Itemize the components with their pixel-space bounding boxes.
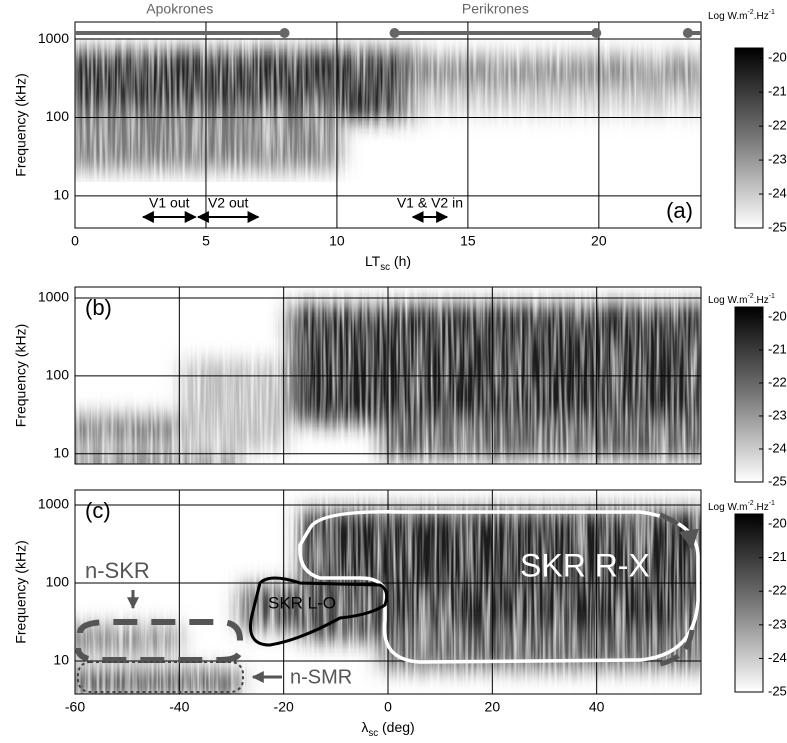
event-label: V1 & V2 in <box>397 195 463 211</box>
x-tick-label: 10 <box>329 233 345 249</box>
label-part: (h) <box>390 253 411 269</box>
y-tick-label: 1000 <box>38 30 69 46</box>
x-tick-label: -60 <box>65 699 85 715</box>
x-tick-label: -20 <box>274 699 294 715</box>
x-tick-label: 5 <box>202 233 210 249</box>
panel-label: (b) <box>85 295 112 320</box>
interval-end <box>682 28 693 38</box>
rotation-arrow <box>654 629 695 668</box>
interval-end <box>279 28 290 38</box>
x-tick-label: 15 <box>460 233 476 249</box>
interval-label: Perikrones <box>462 1 529 17</box>
y-axis-label: Frequency (kHz) <box>13 540 29 643</box>
interval-end <box>591 28 602 38</box>
x-tick-label: 40 <box>589 699 605 715</box>
label-part: Log W.m <box>708 295 747 306</box>
label-part: Log W.m <box>708 11 747 22</box>
interval-label: Apokrones <box>146 1 213 17</box>
y-tick-label: 1000 <box>38 496 69 512</box>
colorbar-title: Log W.m-2.Hz-1 <box>708 293 775 305</box>
x-tick-label: -40 <box>169 699 189 715</box>
annotation: n-SMR <box>290 666 352 688</box>
label-part: sc <box>368 728 378 738</box>
colorbar-tick-label: -20 <box>768 50 787 65</box>
label-part: -1 <box>769 9 775 16</box>
label-part: .Hz <box>754 295 769 306</box>
label-part: (deg) <box>378 719 415 735</box>
colorbar-tick-label: -23 <box>768 616 787 631</box>
colorbar <box>734 306 764 483</box>
interval-end <box>389 28 400 38</box>
label-part: -1 <box>769 500 775 507</box>
label-part: -2 <box>747 9 753 16</box>
colorbar-tick-label: -22 <box>768 118 787 133</box>
y-tick-label: 100 <box>46 367 70 383</box>
label-part: λ <box>361 719 368 735</box>
colorbar-tick-label: -21 <box>768 341 787 356</box>
colorbar <box>734 513 764 693</box>
panel-label: (c) <box>85 498 111 523</box>
colorbar <box>734 47 764 229</box>
label-part: LT <box>365 253 381 269</box>
n-skr-outline <box>75 619 243 663</box>
y-tick-label: 1000 <box>38 289 69 305</box>
colorbar-tick-label: -25 <box>768 473 787 488</box>
skr-lo-outline <box>249 576 389 647</box>
plot-frame <box>74 21 702 229</box>
event-label: V1 out <box>149 195 190 211</box>
colorbar-title: Log W.m-2.Hz-1 <box>708 500 775 512</box>
panel-label: (a) <box>666 198 693 223</box>
y-tick-label: 100 <box>46 108 70 124</box>
colorbar-tick-label: -20 <box>768 308 787 323</box>
y-tick-label: 100 <box>46 574 70 590</box>
colorbar-tick-label: -25 <box>768 683 787 698</box>
spectrogram-a <box>75 22 701 228</box>
y-axis-label: Frequency (kHz) <box>13 324 29 427</box>
colorbar-title: Log W.m-2.Hz-1 <box>708 9 775 21</box>
x-tick-label: 20 <box>591 233 607 249</box>
colorbar-tick-label: -20 <box>768 516 787 531</box>
colorbar-tick-label: -23 <box>768 152 787 167</box>
colorbar-tick-label: -21 <box>768 84 787 99</box>
skr-rx-outline <box>298 510 700 664</box>
colorbar-tick-label: -22 <box>768 374 787 389</box>
plot-frame <box>74 489 702 695</box>
n-smr-outline <box>77 661 244 693</box>
x-tick-label: 20 <box>485 699 501 715</box>
label-part: .Hz <box>754 11 769 22</box>
label-part: sc <box>380 262 390 273</box>
label-part: .Hz <box>754 502 769 513</box>
colorbar-tick-label: -25 <box>768 219 787 234</box>
x-tick-label: 0 <box>384 699 392 715</box>
annotation: n-SKR <box>85 558 150 583</box>
colorbar-tick-label: -21 <box>768 549 787 564</box>
y-tick-label: 10 <box>53 445 69 461</box>
region-outlines: n-SKR n-SMR SKR L-O SKR R-X <box>75 510 700 693</box>
label-part: -1 <box>769 293 775 300</box>
colorbar-tick-label: -24 <box>768 185 787 200</box>
y-tick-label: 10 <box>53 652 69 668</box>
colorbar-tick-label: -24 <box>768 650 787 665</box>
label-part: -2 <box>747 293 753 300</box>
label-part: Log W.m <box>708 502 747 513</box>
y-tick-label: 10 <box>53 187 69 203</box>
x-axis-label: λsc (deg) <box>361 719 414 738</box>
plot-frame <box>74 286 702 465</box>
rotation-arrow <box>659 512 699 550</box>
annotation: SKR R-X <box>520 547 650 583</box>
colorbar-tick-label: -22 <box>768 583 787 598</box>
x-axis-label: LTsc (h) <box>365 253 411 273</box>
y-axis-label: Frequency (kHz) <box>13 73 29 176</box>
annotation: SKR L-O <box>268 593 336 612</box>
colorbar-tick-label: -23 <box>768 407 787 422</box>
event-label: V2 out <box>208 195 249 211</box>
colorbar-tick-label: -24 <box>768 440 787 455</box>
x-tick-label: 0 <box>71 233 79 249</box>
spectrogram-b <box>75 287 701 464</box>
label-part: -2 <box>747 500 753 507</box>
